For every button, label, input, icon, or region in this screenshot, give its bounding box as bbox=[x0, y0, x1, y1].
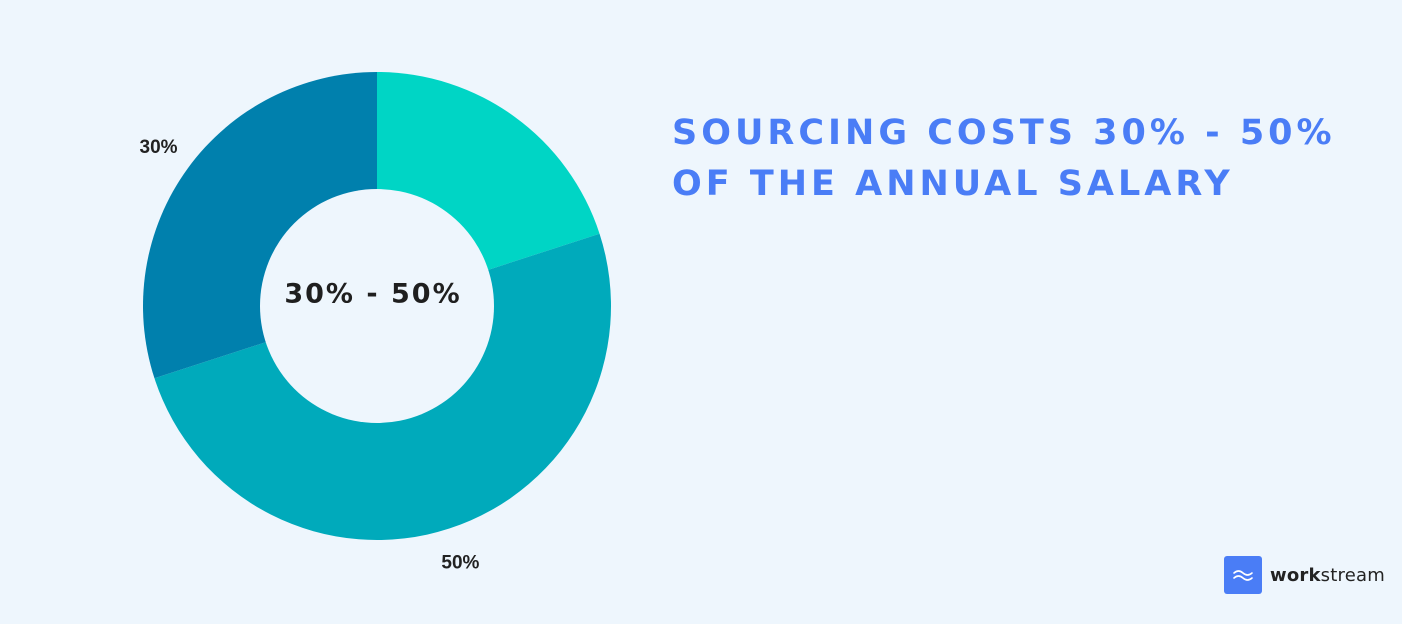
brand-name: workstream bbox=[1270, 565, 1385, 586]
slice-label-3: 30% bbox=[140, 137, 178, 158]
headline: SOURCING COSTS 30% - 50% OF THE ANNUAL S… bbox=[672, 108, 1332, 210]
headline-line-1: SOURCING COSTS 30% - 50% bbox=[672, 113, 1336, 153]
headline-line-2: OF THE ANNUAL SALARY bbox=[672, 164, 1234, 204]
donut-chart: 30% - 50% 50% 30% bbox=[140, 72, 612, 573]
donut-center-label: 30% - 50% bbox=[284, 279, 461, 310]
waves-icon bbox=[1224, 556, 1262, 594]
brand-name-bold: work bbox=[1270, 564, 1321, 586]
workstream-logo: workstream bbox=[1224, 556, 1385, 594]
slice-label-2: 50% bbox=[441, 552, 479, 573]
brand-name-regular: stream bbox=[1320, 564, 1385, 586]
slice-labels: 50% 30% bbox=[140, 137, 480, 573]
donut-hole bbox=[260, 189, 494, 423]
